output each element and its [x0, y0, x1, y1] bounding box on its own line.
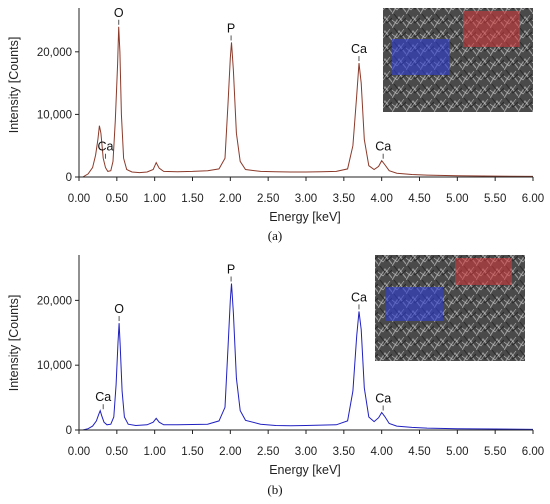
- x-tick-label: 1.00: [143, 193, 165, 205]
- x-tick-label: 0.50: [106, 193, 128, 205]
- x-tick-label: 5.50: [484, 446, 506, 458]
- y-tick-label: 10,000: [37, 109, 72, 121]
- sem-inset-b: [375, 255, 525, 361]
- spectrum-line-a: [82, 26, 534, 178]
- x-tick-label: 2.50: [257, 193, 279, 205]
- x-axis-label: Energy [keV]: [269, 210, 341, 224]
- panel-caption: (b): [267, 482, 282, 497]
- panel-caption: (a): [268, 228, 282, 243]
- blue-region: [392, 39, 450, 75]
- y-axis-label: Intensity [Counts]: [7, 295, 21, 392]
- x-axis-label: Energy [keV]: [269, 463, 341, 477]
- x-tick-label: 3.50: [333, 446, 355, 458]
- y-axis-label: Intensity [Counts]: [7, 37, 21, 134]
- spectrum-panel-a: Intensity [Counts] 0 10,000 20,000 0.00 0.5…: [7, 6, 544, 243]
- x-tick-label: 0.50: [106, 446, 128, 458]
- y-tick-label: 10,000: [37, 360, 72, 372]
- x-ticks: 0.00 0.50 1.00 1.50 2.00 2.50 3.00 3.50 4.00 4.50…: [68, 430, 544, 458]
- peak-label: Ca: [351, 42, 367, 56]
- x-tick-label: 2.00: [219, 193, 241, 205]
- peak-label: Ca: [351, 290, 367, 304]
- peak-label: O: [114, 302, 124, 316]
- blue-region: [385, 287, 443, 321]
- peak-label: Ca: [375, 140, 391, 154]
- y-ticks: 0 10,000 20,000: [37, 47, 79, 184]
- x-tick-label: 1.50: [181, 193, 203, 205]
- y-tick-label: 0: [66, 425, 72, 437]
- spectrum-line-b: [82, 283, 534, 431]
- x-ticks: 0.00 0.50 1.00 1.50 2.00 2.50 3.00 3.50 4.00 4.50…: [68, 177, 544, 205]
- peak-label: O: [114, 6, 124, 20]
- peak-label: Ca: [375, 392, 391, 406]
- spectrum-panel-b: Intensity [Counts] 0 10,000 20,000 0.00 0.5…: [7, 255, 544, 497]
- x-tick-label: 6.00: [522, 446, 544, 458]
- x-tick-label: 4.50: [408, 193, 430, 205]
- x-tick-label: 6.00: [522, 193, 544, 205]
- x-tick-label: 3.00: [295, 193, 317, 205]
- x-tick-label: 2.50: [257, 446, 279, 458]
- y-tick-label: 20,000: [37, 295, 72, 307]
- x-tick-label: 1.50: [181, 446, 203, 458]
- x-tick-label: 0.00: [68, 446, 90, 458]
- x-tick-label: 2.00: [219, 446, 241, 458]
- x-tick-label: 4.50: [408, 446, 430, 458]
- element-labels: P O Ca Ca Ca: [95, 263, 391, 411]
- x-tick-label: 3.50: [333, 193, 355, 205]
- sem-inset-a: [383, 8, 533, 112]
- x-tick-label: 0.00: [68, 193, 90, 205]
- y-ticks: 0 10,000 20,000: [37, 295, 79, 437]
- x-tick-label: 3.00: [295, 446, 317, 458]
- x-tick-label: 4.00: [370, 193, 392, 205]
- y-tick-label: 20,000: [37, 47, 72, 59]
- red-region: [463, 11, 520, 47]
- element-labels: O P Ca Ca Ca: [97, 6, 391, 159]
- x-tick-label: 1.00: [143, 446, 165, 458]
- x-tick-label: 4.00: [370, 446, 392, 458]
- x-tick-label: 5.00: [446, 446, 468, 458]
- red-region: [455, 258, 512, 285]
- x-tick-label: 5.00: [446, 193, 468, 205]
- peak-label: Ca: [95, 390, 111, 404]
- y-tick-label: 0: [66, 172, 72, 184]
- peak-label: Ca: [97, 140, 113, 154]
- peak-label: P: [227, 21, 235, 35]
- x-tick-label: 5.50: [484, 193, 506, 205]
- peak-label: P: [227, 263, 235, 277]
